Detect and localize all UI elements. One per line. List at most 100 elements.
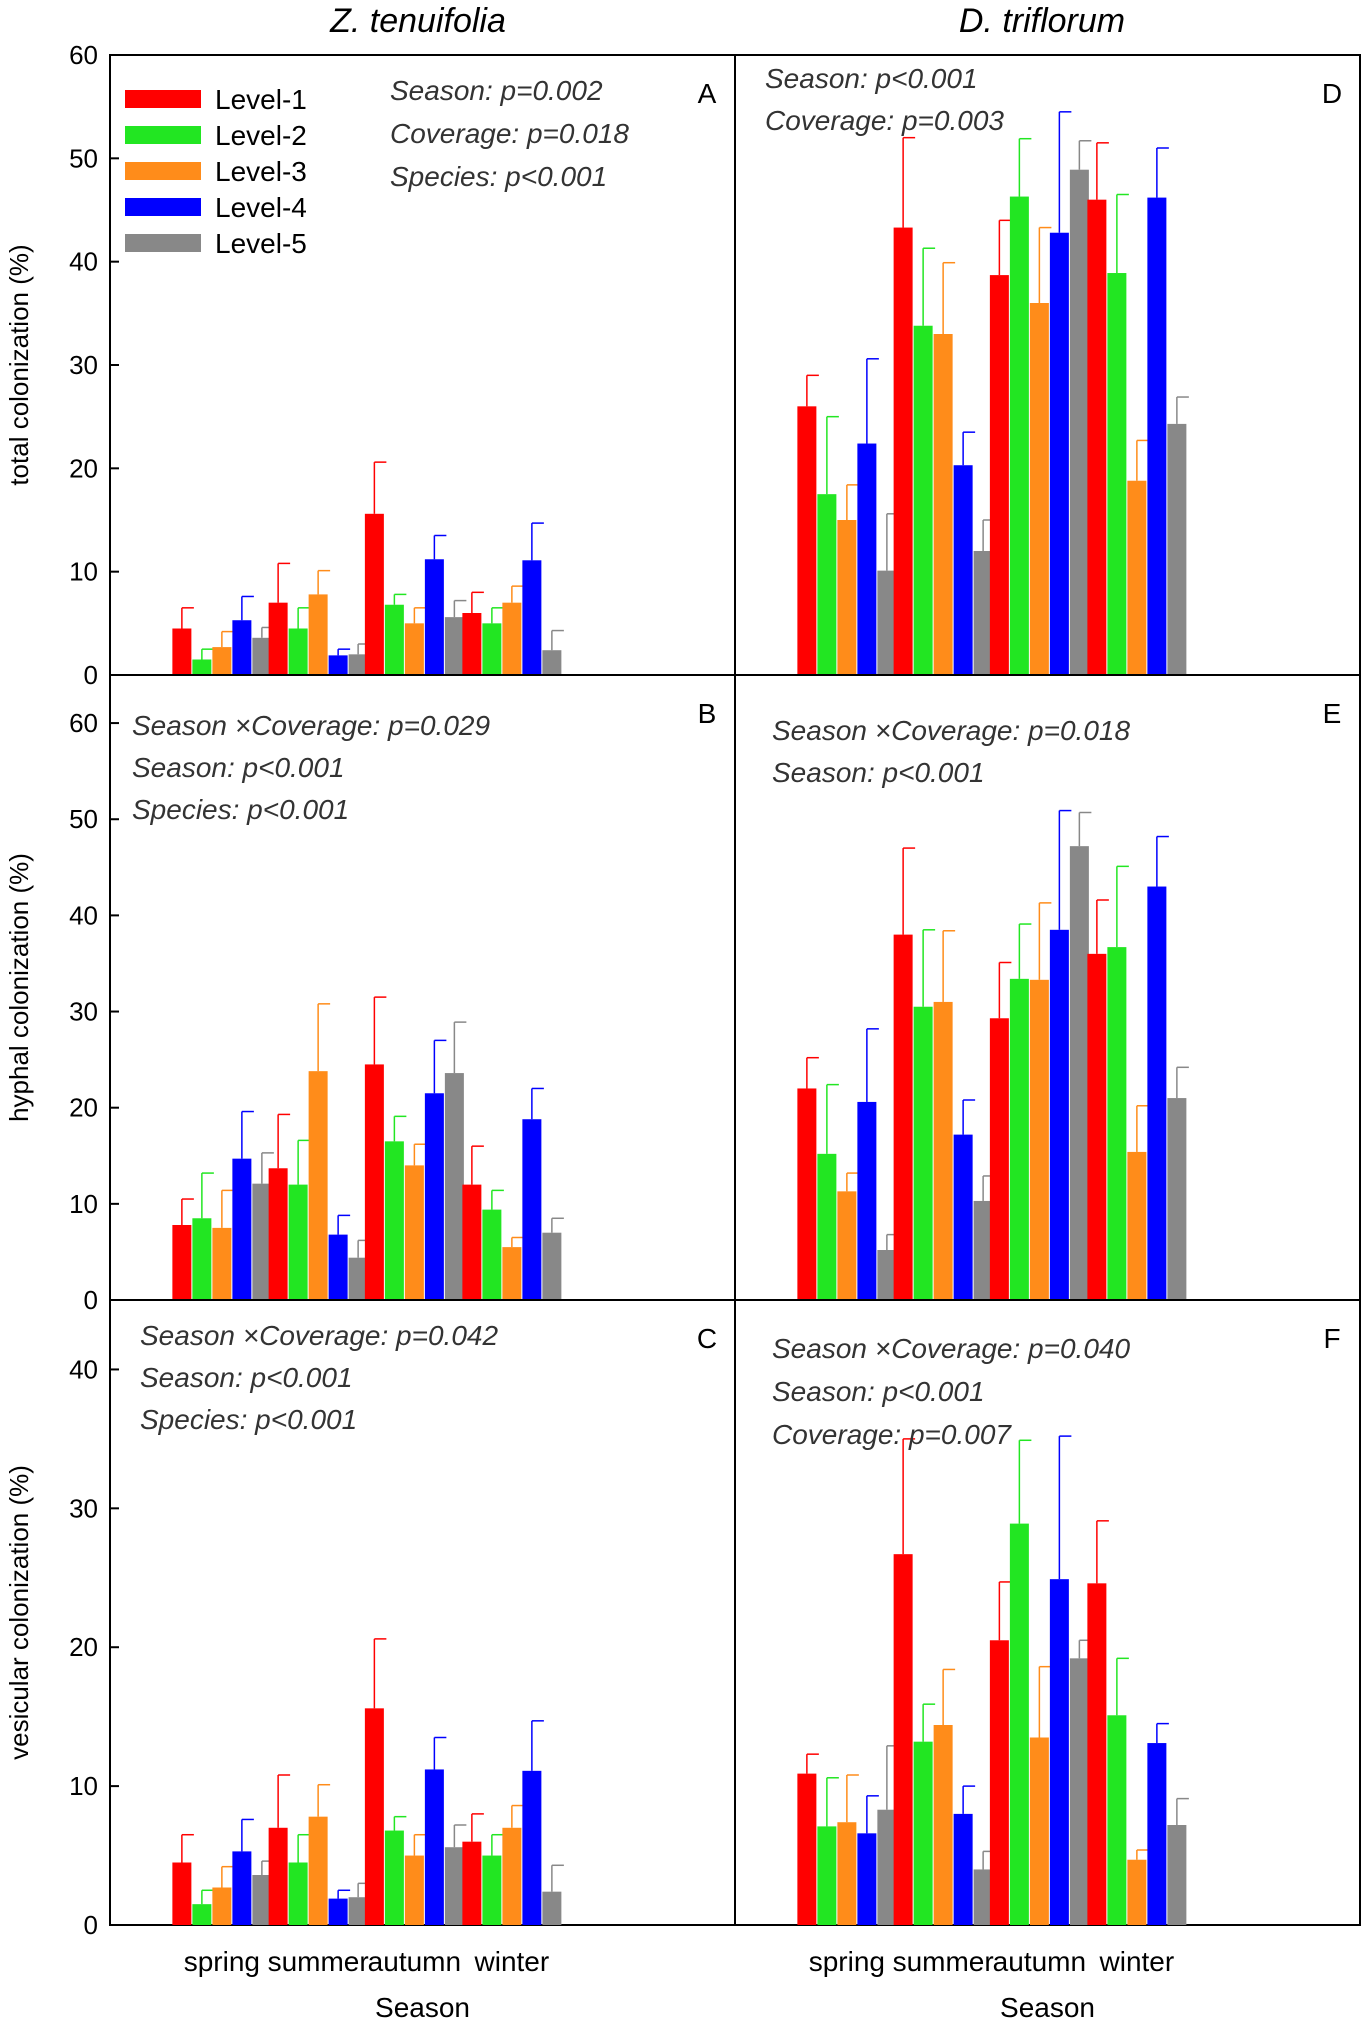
bar-a-spring-level-4 bbox=[232, 620, 252, 675]
column-title-z-tenuifolia: Z. tenuifolia bbox=[329, 2, 506, 40]
bar-f-winter-level-1 bbox=[1087, 1583, 1107, 1925]
bar-a-summer-level-3 bbox=[308, 594, 328, 675]
bar-e-spring-level-1 bbox=[797, 1088, 817, 1300]
bar-d-autumn-level-5 bbox=[1069, 169, 1089, 675]
bar-e-summer-level-4 bbox=[953, 1134, 973, 1300]
bar-a-spring-level-1 bbox=[172, 628, 192, 675]
bar-e-spring-level-3 bbox=[837, 1191, 857, 1300]
annotation-c-2: Season: p<0.001 bbox=[140, 1362, 353, 1393]
bar-c-autumn-level-1 bbox=[364, 1708, 384, 1925]
y-axis-label-a: total colonization (%) bbox=[4, 244, 34, 485]
bar-c-spring-level-3 bbox=[212, 1887, 232, 1925]
bar-c-autumn-level-4 bbox=[424, 1769, 444, 1925]
legend: Level-1 Level-2 Level-3 Level-4 Level-5 bbox=[125, 84, 307, 259]
bar-a-autumn-level-4 bbox=[424, 559, 444, 675]
panel-e: E Season ×Coverage: p=0.018 Season: p<0.00… bbox=[734, 674, 1361, 1301]
legend-item-level-4: Level-4 bbox=[125, 192, 307, 223]
bar-e-summer-level-2 bbox=[913, 1006, 933, 1300]
bar-e-winter-level-4 bbox=[1147, 886, 1167, 1300]
bar-b-summer-level-1 bbox=[268, 1168, 288, 1300]
bar-e-autumn-level-2 bbox=[1009, 978, 1029, 1300]
bar-b-autumn-level-4 bbox=[424, 1093, 444, 1300]
bar-b-spring-level-2 bbox=[192, 1218, 212, 1300]
bar-c-spring-level-5 bbox=[252, 1875, 272, 1925]
y-tick-label-a-20: 20 bbox=[69, 453, 98, 483]
x-tick-label-f-autumn: autumn bbox=[993, 1946, 1086, 1977]
bar-c-winter-level-1 bbox=[462, 1841, 482, 1925]
bar-f-summer-level-2 bbox=[913, 1741, 933, 1925]
bar-f-summer-level-3 bbox=[933, 1725, 953, 1925]
legend-swatch-level-2 bbox=[125, 126, 201, 144]
bar-f-autumn-level-1 bbox=[989, 1640, 1009, 1925]
bar-d-spring-level-2 bbox=[817, 494, 837, 675]
bar-b-autumn-level-1 bbox=[364, 1064, 384, 1300]
bar-d-summer-level-3 bbox=[933, 334, 953, 675]
bar-f-summer-level-1 bbox=[893, 1554, 913, 1925]
bar-c-winter-level-5 bbox=[542, 1891, 562, 1925]
bar-a-autumn-level-1 bbox=[364, 513, 384, 675]
bar-d-autumn-level-2 bbox=[1009, 196, 1029, 676]
bar-e-summer-level-5 bbox=[973, 1200, 993, 1300]
bar-b-autumn-level-5 bbox=[444, 1073, 464, 1300]
bar-b-winter-level-4 bbox=[522, 1119, 542, 1300]
y-tick-label-c-20: 20 bbox=[69, 1632, 98, 1662]
bar-e-summer-level-1 bbox=[893, 934, 913, 1300]
legend-item-level-2: Level-2 bbox=[125, 120, 307, 151]
bar-d-summer-level-2 bbox=[913, 325, 933, 675]
bar-d-spring-level-5 bbox=[877, 570, 897, 675]
bar-c-spring-level-4 bbox=[232, 1851, 252, 1925]
bar-a-spring-level-3 bbox=[212, 647, 232, 675]
column-title-d-triflorum: D. triflorum bbox=[959, 2, 1125, 40]
y-tick-label-a-50: 50 bbox=[69, 143, 98, 173]
bar-f-summer-level-5 bbox=[973, 1869, 993, 1925]
bar-a-summer-level-4 bbox=[328, 655, 348, 675]
panel-b: 0 10 20 30 40 50 60 hyphal colonization (%) B Sea… bbox=[4, 674, 736, 1315]
x-axis-label-f: Season bbox=[1000, 1992, 1095, 2023]
bar-f-winter-level-5 bbox=[1167, 1825, 1187, 1925]
bar-e-winter-level-1 bbox=[1087, 953, 1107, 1300]
bar-b-winter-level-5 bbox=[542, 1232, 562, 1300]
bar-e-spring-level-2 bbox=[817, 1153, 837, 1300]
bar-b-winter-level-3 bbox=[502, 1247, 522, 1300]
bar-f-winter-level-3 bbox=[1127, 1859, 1147, 1925]
bar-f-spring-level-4 bbox=[857, 1833, 877, 1925]
bar-d-summer-level-4 bbox=[953, 465, 973, 675]
panel-d: D Season: p<0.001 Coverage: p=0.003 bbox=[734, 54, 1361, 676]
x-tick-label-c-winter: winter bbox=[474, 1946, 550, 1977]
y-tick-label-b-60: 60 bbox=[69, 708, 98, 738]
panel-letter-a: A bbox=[698, 78, 717, 109]
bar-b-autumn-level-3 bbox=[404, 1165, 424, 1300]
y-axis-label-c: vesicular colonization (%) bbox=[4, 1465, 34, 1760]
x-axis-label-c: Season bbox=[375, 1992, 470, 2023]
panel-c-frame bbox=[109, 1299, 736, 1926]
bar-b-autumn-level-2 bbox=[384, 1141, 404, 1300]
legend-item-level-1: Level-1 bbox=[125, 84, 307, 115]
y-tick-label-a-40: 40 bbox=[69, 247, 98, 277]
bar-d-autumn-level-1 bbox=[989, 275, 1009, 675]
annotation-a-3: Species: p<0.001 bbox=[390, 161, 607, 192]
bar-b-winter-level-1 bbox=[462, 1184, 482, 1300]
bar-a-summer-level-1 bbox=[268, 602, 288, 675]
bar-f-summer-level-4 bbox=[953, 1813, 973, 1925]
legend-label-level-5: Level-5 bbox=[215, 228, 307, 259]
bar-a-winter-level-1 bbox=[462, 613, 482, 675]
panel-letter-e: E bbox=[1323, 698, 1342, 729]
bar-b-spring-level-1 bbox=[172, 1225, 192, 1300]
bar-c-summer-level-5 bbox=[348, 1897, 368, 1925]
bar-b-summer-level-5 bbox=[348, 1257, 368, 1300]
legend-label-level-3: Level-3 bbox=[215, 156, 307, 187]
bar-e-autumn-level-4 bbox=[1049, 929, 1069, 1300]
bar-c-winter-level-2 bbox=[482, 1855, 502, 1925]
legend-label-level-4: Level-4 bbox=[215, 192, 307, 223]
bar-f-winter-level-2 bbox=[1107, 1715, 1127, 1925]
bar-c-autumn-level-5 bbox=[444, 1847, 464, 1925]
y-tick-label-a-60: 60 bbox=[69, 40, 98, 70]
y-tick-label-b-0: 0 bbox=[84, 1285, 98, 1315]
bar-e-autumn-level-3 bbox=[1029, 979, 1049, 1300]
annotation-a-2: Coverage: p=0.018 bbox=[390, 118, 629, 149]
bar-f-spring-level-5 bbox=[877, 1809, 897, 1925]
annotation-c-1: Season ×Coverage: p=0.042 bbox=[140, 1320, 498, 1351]
y-axis-label-b: hyphal colonization (%) bbox=[4, 853, 34, 1122]
x-tick-label-f-summer: summer bbox=[893, 1946, 994, 1977]
